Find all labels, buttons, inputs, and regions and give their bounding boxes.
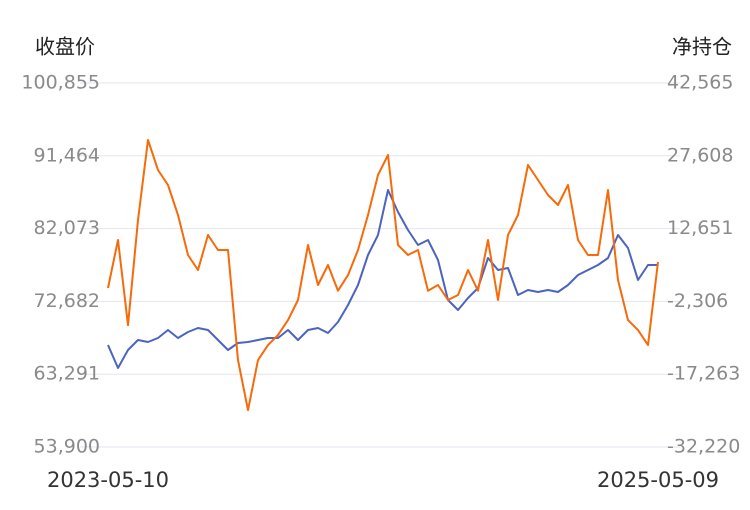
y2-tick-label: 27,608 [667, 144, 733, 166]
y2-tick-label: -2,306 [667, 290, 728, 312]
y-tick-label: 100,855 [21, 72, 100, 94]
y2-tick-label: 42,565 [667, 72, 733, 94]
y2-tick-label: -32,220 [667, 436, 740, 458]
y-axis-title: 收盘价 [35, 35, 95, 59]
x-tick-label: 2023-05-10 [47, 468, 169, 492]
y2-tick-label: 12,651 [667, 217, 733, 239]
series-line [107, 189, 658, 369]
y-tick-label: 91,464 [34, 144, 100, 166]
y2-axis-title: 净持仓 [672, 35, 732, 59]
y-tick-label: 82,073 [34, 217, 100, 239]
x-tick-label: 2025-05-09 [597, 468, 719, 492]
y-tick-label: 53,900 [34, 436, 100, 458]
y2-tick-label: -17,263 [667, 363, 740, 385]
y-tick-label: 63,291 [34, 363, 100, 385]
series-line [107, 139, 659, 412]
y-tick-label: 72,682 [34, 290, 100, 312]
